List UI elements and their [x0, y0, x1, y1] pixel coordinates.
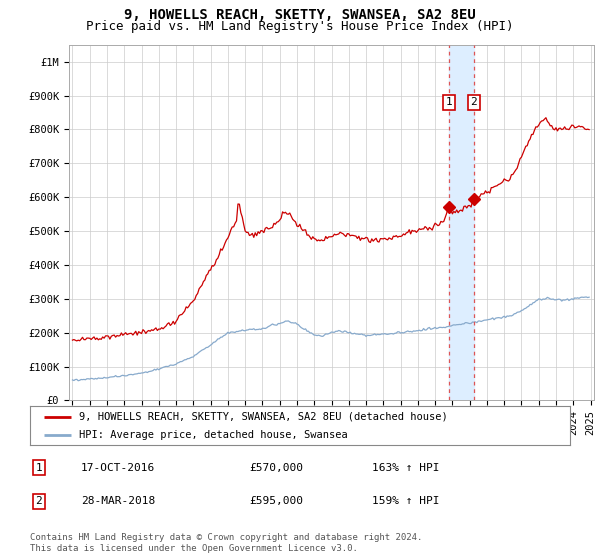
Text: 1: 1 [445, 97, 452, 108]
Text: 1: 1 [35, 463, 43, 473]
Text: HPI: Average price, detached house, Swansea: HPI: Average price, detached house, Swan… [79, 430, 347, 440]
Text: 163% ↑ HPI: 163% ↑ HPI [372, 463, 439, 473]
Text: 159% ↑ HPI: 159% ↑ HPI [372, 496, 439, 506]
Text: 17-OCT-2016: 17-OCT-2016 [81, 463, 155, 473]
Text: 9, HOWELLS REACH, SKETTY, SWANSEA, SA2 8EU (detached house): 9, HOWELLS REACH, SKETTY, SWANSEA, SA2 8… [79, 412, 448, 422]
Text: 9, HOWELLS REACH, SKETTY, SWANSEA, SA2 8EU: 9, HOWELLS REACH, SKETTY, SWANSEA, SA2 8… [124, 8, 476, 22]
Text: 2: 2 [35, 496, 43, 506]
Text: 28-MAR-2018: 28-MAR-2018 [81, 496, 155, 506]
Text: Price paid vs. HM Land Registry's House Price Index (HPI): Price paid vs. HM Land Registry's House … [86, 20, 514, 33]
Text: £595,000: £595,000 [249, 496, 303, 506]
Text: Contains HM Land Registry data © Crown copyright and database right 2024.
This d: Contains HM Land Registry data © Crown c… [30, 533, 422, 553]
Text: £570,000: £570,000 [249, 463, 303, 473]
Bar [449, 45, 474, 400]
Text: 2: 2 [470, 97, 477, 108]
